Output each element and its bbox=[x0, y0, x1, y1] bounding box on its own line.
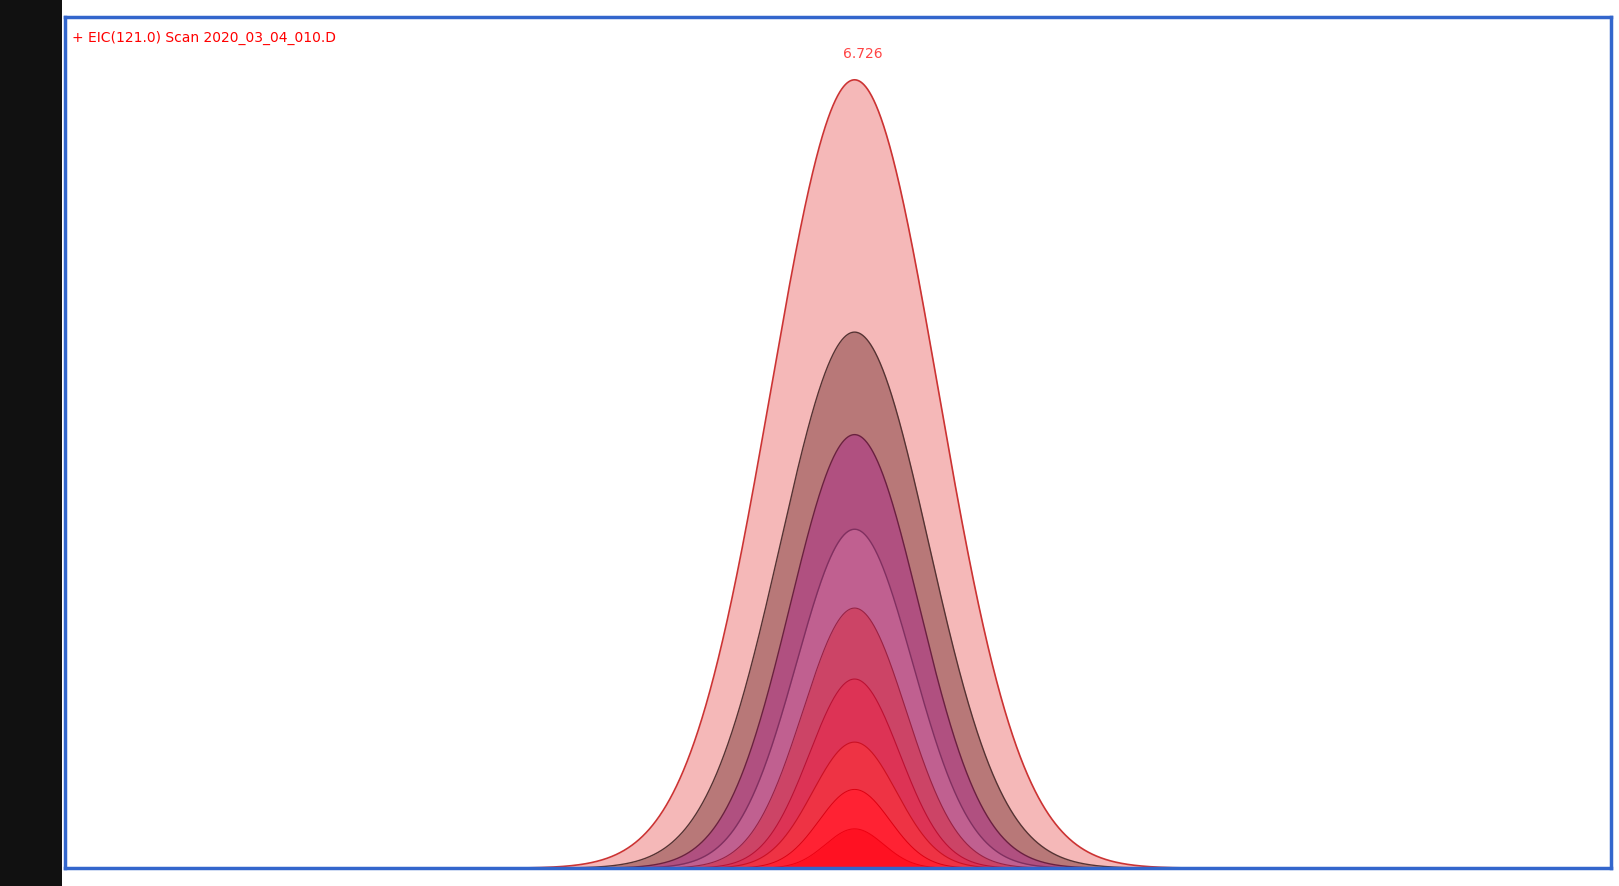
Text: + EIC(121.0) Scan 2020_03_04_010.D: + EIC(121.0) Scan 2020_03_04_010.D bbox=[73, 30, 337, 44]
Text: 6.726: 6.726 bbox=[842, 47, 882, 61]
